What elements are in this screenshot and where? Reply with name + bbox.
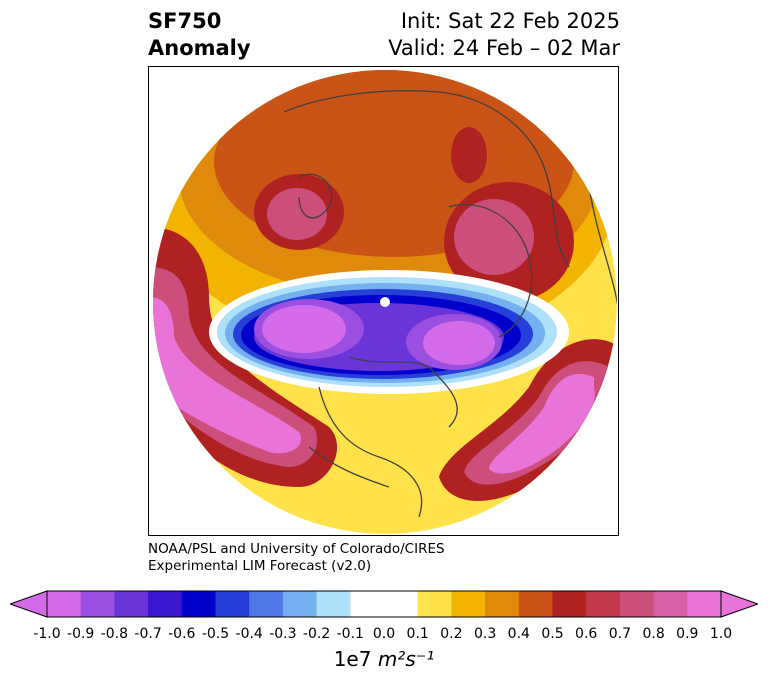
colorbar-min-arrow — [10, 590, 48, 618]
colorbar-cell — [114, 591, 149, 617]
colorbar-cell — [47, 591, 82, 617]
colorbar — [10, 590, 758, 618]
colorbar-tick-label: -0.1 — [336, 626, 364, 642]
init-date: Init: Sat 22 Feb 2025 — [400, 9, 620, 33]
colorbar-tick-label: 0.8 — [642, 626, 665, 642]
colorbar-tick-label: -0.5 — [201, 626, 230, 642]
colorbar-tick-label: -0.3 — [269, 626, 297, 642]
north-pole-marker — [380, 297, 390, 307]
colorbar-tick-label: 0.0 — [372, 626, 396, 642]
units-label: m²s⁻¹ — [377, 647, 435, 671]
colorbar-cell — [552, 591, 587, 617]
colorbar-tick-label: 0.1 — [406, 626, 429, 642]
anomaly-map — [153, 70, 617, 534]
colorbar-tick-label: -0.6 — [168, 626, 196, 642]
credit: NOAA/PSL and University of Colorado/CIRE… — [148, 541, 445, 575]
colorbar-cell — [451, 591, 486, 617]
colorbar-tick-label: -0.9 — [67, 626, 95, 642]
credit-line2: Experimental LIM Forecast (v2.0) — [148, 558, 372, 574]
colorbar-tick-label: -0.8 — [100, 626, 129, 642]
figure-title-right: Init: Sat 22 Feb 2025 Valid: 24 Feb – 02… — [388, 8, 620, 62]
colorbar-tick-label: 0.4 — [507, 626, 530, 642]
coastlines — [283, 90, 617, 518]
colorbar-cell — [384, 591, 419, 617]
colorbar-cell — [586, 591, 621, 617]
colorbar-tick-label: 0.9 — [676, 626, 699, 642]
colorbar-tick-label: -0.2 — [302, 626, 331, 642]
colorbar-cell — [181, 591, 216, 617]
colorbar-cell — [518, 591, 553, 617]
negative-anomaly-west — [262, 305, 346, 353]
colorbar-cell — [350, 591, 385, 617]
variable-type: Anomaly — [148, 36, 251, 60]
figure-title-left: SF750 Anomaly — [148, 8, 251, 62]
colorbar-ticks: -1.0 -0.9 -0.8 -0.7 -0.6 -0.5 -0.4 -0.3 -0.2 -0.1… — [0, 626, 768, 646]
colorbar-tick-label: 0.6 — [575, 626, 598, 642]
colorbar-cell — [316, 591, 351, 617]
colorbar-tick-label: -0.4 — [235, 626, 263, 642]
colorbar-cell — [148, 591, 183, 617]
colorbar-tick-label: -0.7 — [134, 626, 162, 642]
colorbar-cell — [653, 591, 688, 617]
colorbar-cell — [249, 591, 284, 617]
colorbar-tick-label: 0.2 — [440, 626, 463, 642]
colorbar-cell — [80, 591, 115, 617]
colorbar-cell — [215, 591, 250, 617]
colorbar-cell — [485, 591, 520, 617]
colorbar-outline — [46, 590, 722, 618]
colorbar-cell — [282, 591, 318, 617]
colorbar-units: 1e7 m²s⁻¹ — [0, 647, 768, 671]
colorbar-cell — [619, 591, 655, 617]
colorbar-max-arrow — [720, 590, 758, 618]
colorbar-cell — [687, 591, 722, 617]
colorbar-tick-label: 0.5 — [541, 626, 564, 642]
negative-anomaly-east — [423, 321, 495, 365]
units-prefix: 1e7 — [333, 647, 372, 671]
variable-name: SF750 — [148, 9, 222, 33]
colorbar-tick-label: -1.0 — [33, 626, 61, 642]
valid-range: Valid: 24 Feb – 02 Mar — [388, 36, 620, 60]
colorbar-tick-label: 1.0 — [709, 626, 733, 642]
credit-line1: NOAA/PSL and University of Colorado/CIRE… — [148, 541, 445, 557]
colorbar-tick-label: 0.7 — [608, 626, 632, 642]
colorbar-tick-label: 0.3 — [473, 626, 497, 642]
colorbar-cell — [417, 591, 452, 617]
map-panel — [148, 66, 619, 536]
